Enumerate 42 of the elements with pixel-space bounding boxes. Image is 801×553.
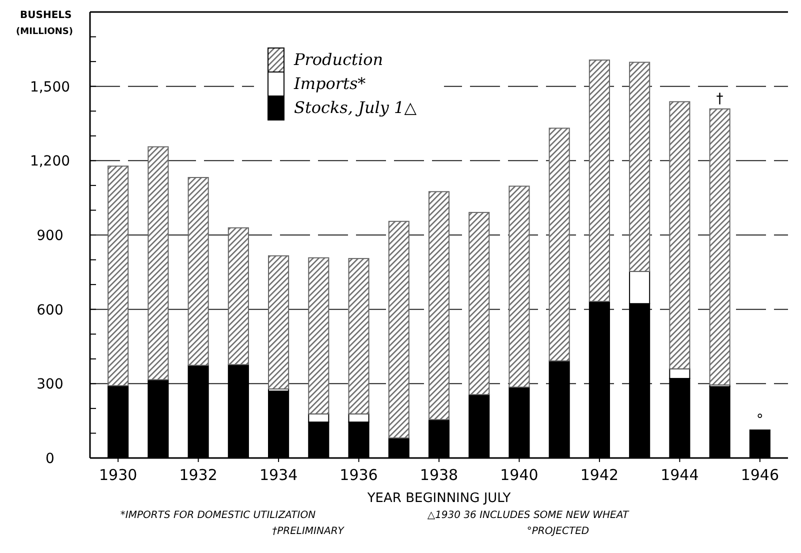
bar bbox=[508, 186, 530, 388]
legend-label: Production bbox=[293, 50, 384, 69]
bar bbox=[268, 255, 290, 390]
text: *IMPORTS FOR DOMESTIC UTILIZATION bbox=[120, 510, 316, 521]
y-tick-label: 600 bbox=[36, 302, 64, 318]
bar bbox=[228, 227, 249, 366]
x-tick-label: 1930 bbox=[98, 466, 138, 484]
bar bbox=[188, 177, 209, 366]
bar bbox=[548, 128, 570, 362]
y-tick-label: 900 bbox=[36, 228, 64, 244]
bar bbox=[709, 108, 730, 386]
bar bbox=[669, 101, 690, 370]
bar bbox=[308, 257, 330, 414]
y-tick-label: 300 bbox=[36, 376, 64, 393]
legend-label: Stocks, July 1△ bbox=[294, 98, 418, 117]
bar bbox=[388, 220, 410, 438]
x-tick-label: 1942 bbox=[580, 466, 619, 484]
x-axis-title: YEAR BEGINNING JULY bbox=[366, 491, 511, 506]
text: †PRELIMINARY bbox=[272, 526, 345, 537]
text: △1930 36 INCLUDES SOME NEW WHEAT bbox=[427, 510, 630, 521]
x-tick-label: 1944 bbox=[660, 466, 699, 484]
y-axis-title: BUSHELS (MILLIONS) bbox=[16, 10, 74, 37]
bar bbox=[108, 166, 129, 386]
legend-label: Imports* bbox=[293, 74, 366, 93]
y-tick-label: 1,200 bbox=[30, 154, 70, 170]
x-tick-label: 1936 bbox=[340, 466, 378, 484]
bar bbox=[148, 146, 169, 380]
bar bbox=[629, 62, 650, 272]
text: °PROJECTED bbox=[526, 526, 590, 537]
y-tick-label: 0 bbox=[46, 451, 54, 467]
x-tick-label: 1934 bbox=[259, 466, 298, 484]
bar bbox=[428, 191, 450, 420]
x-tick-label: 1938 bbox=[420, 466, 458, 484]
y-tick-label: 1,500 bbox=[30, 79, 70, 96]
annotation: ° bbox=[756, 412, 764, 428]
bar bbox=[588, 60, 610, 302]
annotation: † bbox=[716, 90, 724, 107]
x-tick-label: 1946 bbox=[740, 466, 780, 484]
bar bbox=[348, 258, 370, 414]
bar bbox=[468, 212, 490, 396]
x-tick-label: 1932 bbox=[179, 466, 218, 484]
x-tick-label: 1940 bbox=[500, 466, 538, 484]
